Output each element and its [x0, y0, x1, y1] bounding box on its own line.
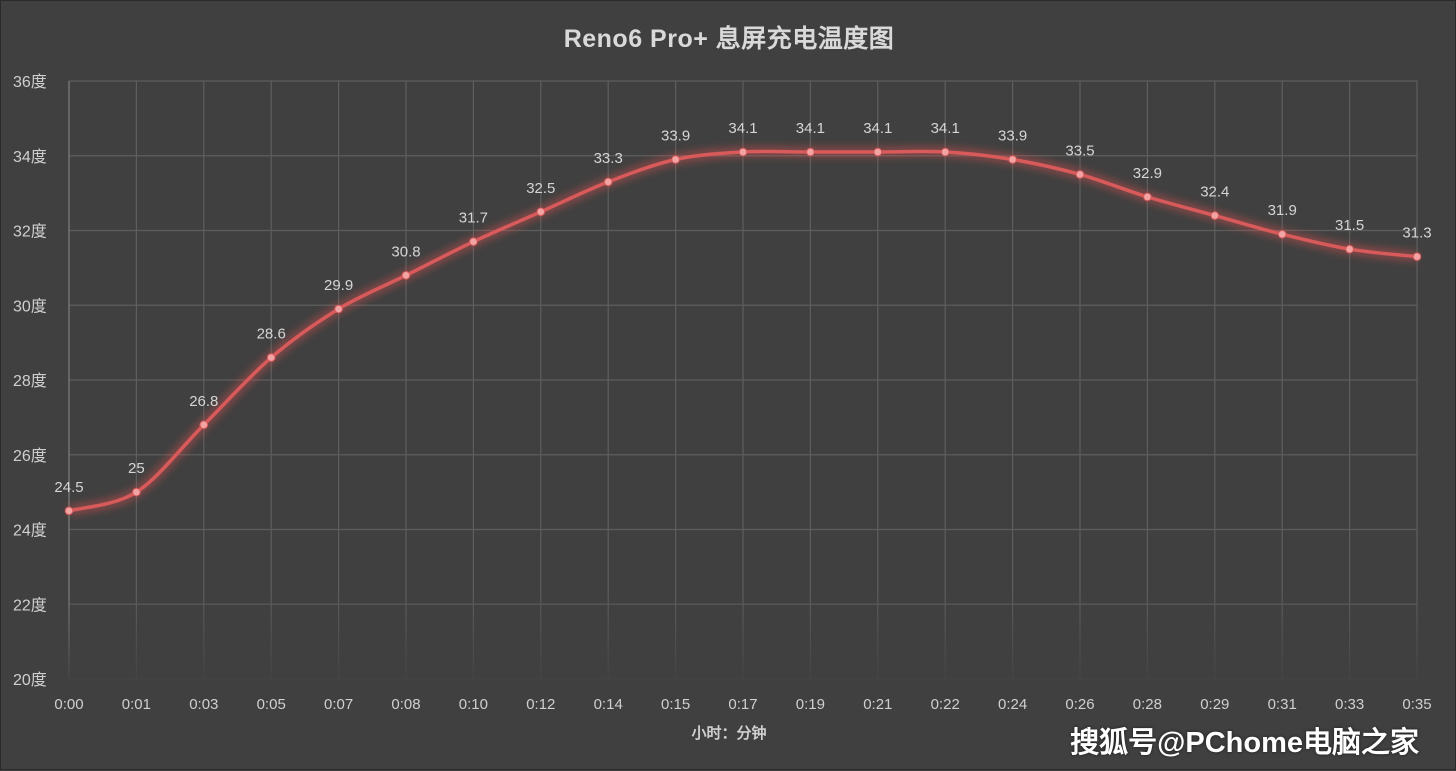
- data-label: 31.3: [1402, 225, 1431, 242]
- y-tick-label: 30度: [13, 297, 47, 315]
- x-tick-label: 0:12: [526, 696, 555, 713]
- x-tick-label: 0:17: [728, 696, 757, 713]
- grid-lines: [68, 80, 1418, 680]
- data-point: [334, 304, 343, 314]
- data-label: 32.5: [526, 180, 555, 197]
- series-temperature: [64, 146, 1422, 516]
- data-label: 32.9: [1133, 165, 1162, 182]
- data-point: [469, 237, 478, 247]
- x-tick-label: 0:24: [998, 696, 1027, 713]
- data-label: 32.4: [1200, 184, 1229, 201]
- x-tick-label: 0:22: [931, 696, 960, 713]
- data-label: 33.5: [1065, 142, 1094, 159]
- x-axis-ticks: 0:00 0:01 0:03 0:05 0:07 0:08 0:10 0:12 0:14 0:15…: [54, 696, 1431, 713]
- x-tick-label: 0:03: [189, 696, 218, 713]
- y-tick-label: 22度: [13, 596, 47, 614]
- x-tick-label: 0:21: [863, 696, 892, 713]
- y-tick-label: 36度: [13, 73, 47, 91]
- x-axis-title: 小时：分钟: [691, 724, 767, 742]
- x-tick-label: 0:26: [1065, 696, 1094, 713]
- x-tick-label: 0:35: [1402, 696, 1431, 713]
- data-label: 33.9: [661, 127, 690, 144]
- data-point: [738, 147, 748, 157]
- x-tick-label: 0:10: [459, 696, 488, 713]
- data-labels: 24.5 25 26.8 28.6 29.9 30.8 31.7 32.5 33.3 33.9 34…: [54, 120, 1431, 496]
- data-point: [64, 506, 74, 516]
- data-label: 31.9: [1268, 202, 1297, 219]
- data-point: [873, 147, 883, 157]
- data-label: 33.3: [594, 150, 623, 167]
- x-tick-label: 0:14: [594, 696, 623, 713]
- y-tick-label: 20度: [13, 671, 47, 689]
- x-tick-label: 0:33: [1335, 696, 1364, 713]
- data-label: 34.1: [796, 120, 825, 137]
- x-tick-label: 0:07: [324, 696, 353, 713]
- data-label: 31.7: [459, 210, 488, 227]
- x-tick-label: 0:08: [391, 696, 420, 713]
- chart-title: Reno6 Pro+ 息屏充电温度图: [563, 25, 895, 53]
- data-label: 30.8: [391, 243, 420, 260]
- data-label: 33.9: [998, 127, 1027, 144]
- x-tick-label: 0:15: [661, 696, 690, 713]
- data-label: 31.5: [1335, 217, 1364, 234]
- x-tick-label: 0:31: [1268, 696, 1297, 713]
- data-point: [1210, 211, 1220, 220]
- y-tick-label: 34度: [13, 148, 47, 166]
- data-label: 25: [128, 460, 145, 477]
- data-point: [536, 207, 546, 217]
- data-point: [401, 271, 411, 280]
- y-tick-label: 24度: [13, 522, 47, 540]
- data-label: 26.8: [189, 393, 218, 410]
- data-label: 34.1: [728, 120, 757, 137]
- data-point: [199, 420, 209, 430]
- y-axis-ticks: 20度 22度 24度 26度 28度 30度 32度 34度 36度: [13, 73, 47, 689]
- x-tick-label: 0:05: [257, 696, 286, 713]
- data-point: [1143, 192, 1152, 202]
- y-tick-label: 26度: [13, 447, 47, 465]
- data-point: [266, 353, 276, 362]
- data-label: 34.1: [863, 120, 892, 137]
- data-point: [806, 147, 815, 157]
- y-tick-label: 32度: [13, 223, 47, 241]
- x-tick-label: 0:01: [122, 696, 151, 713]
- data-point: [603, 177, 613, 187]
- grid-fade-overlay: [61, 591, 1426, 691]
- data-point: [1345, 244, 1354, 254]
- x-tick-label: 0:28: [1133, 696, 1162, 713]
- data-point: [1008, 155, 1017, 164]
- x-tick-label: 0:29: [1200, 696, 1229, 713]
- data-point: [1412, 252, 1422, 261]
- y-tick-label: 28度: [13, 372, 47, 390]
- data-point: [1277, 229, 1287, 239]
- data-label: 28.6: [257, 326, 286, 343]
- data-point: [132, 487, 141, 497]
- data-label: 34.1: [931, 120, 960, 137]
- data-point: [1075, 170, 1085, 179]
- x-tick-label: 0:00: [54, 696, 83, 713]
- data-label: 29.9: [324, 277, 353, 294]
- data-label: 24.5: [54, 479, 83, 496]
- data-point: [940, 147, 950, 157]
- data-point: [671, 155, 680, 164]
- watermark: 搜狐号@PChome电脑之家: [1070, 727, 1419, 759]
- x-tick-label: 0:19: [796, 696, 825, 713]
